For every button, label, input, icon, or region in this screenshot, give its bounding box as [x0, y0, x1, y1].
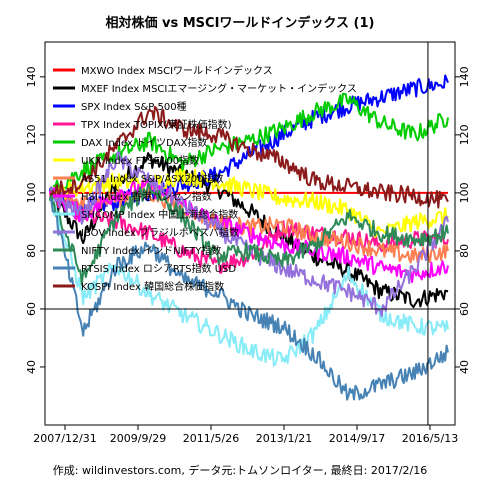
y-tick-label-left: 100: [25, 182, 38, 203]
y-tick-label-right: 140: [458, 66, 471, 87]
legend-label-12: KOSPI Index 韓国総合株価指数: [81, 280, 224, 293]
series-line-10: [49, 182, 449, 286]
legend-label-11: RTSIS Index ロシアRTS指数 USD: [81, 262, 236, 275]
legend-label-2: SPX Index S&P 500種: [81, 100, 187, 113]
axes: 40 40 60 60 80 80 100 100 120 120 140 140 2007/12/31…: [25, 66, 471, 445]
y-tick-label-left: 80: [25, 244, 38, 258]
legend-label-10: NIFTY Index インドNIFTY指数: [81, 244, 221, 257]
x-tick-label: 2011/5/26: [183, 432, 239, 445]
series-line-5: [49, 168, 449, 239]
legend-label-8: SHCOMP Index 中国上海総合指数: [81, 208, 238, 221]
y-tick-label-right: 60: [458, 302, 471, 316]
legend-label-0: MXWO Index MSCIワールドインデックス: [81, 64, 273, 77]
y-tick-label-right: 120: [458, 124, 471, 145]
series-line-12: [49, 105, 449, 209]
series-line-11: [49, 198, 449, 401]
legend-label-4: DAX Index ドイツDAX指数: [81, 136, 207, 149]
plot-area: [45, 42, 455, 425]
x-tick-label: 2014/9/17: [329, 432, 385, 445]
series-line-7: [49, 178, 449, 284]
y-tick-label-left: 140: [25, 66, 38, 87]
plot-frame: [44, 41, 456, 426]
x-tick-label: 2013/1/21: [256, 432, 312, 445]
legend-label-1: MXEF Index MSCIエマージング・マーケット・インデックス: [81, 82, 357, 95]
y-tick-label-left: 120: [25, 124, 38, 145]
series-line-6: [49, 185, 449, 264]
legend-label-9: IBOV Index ブラジルボベスパ指数: [81, 226, 239, 239]
series-line-4: [49, 92, 449, 202]
legend-label-5: UKX Index FTSE100指数: [81, 154, 199, 167]
y-tick-label-right: 100: [458, 182, 471, 203]
legend-label-6: AS51 Index S&P/ASX200指数: [81, 172, 223, 185]
chart-title: 相対株価 vs MSCIワールドインデックス (1): [105, 15, 374, 31]
x-tick-label: 2007/12/31: [33, 432, 96, 445]
chart-caption: 作成: wildinvestors.com, データ元:トムソンロイター, 最終…: [53, 463, 427, 477]
legend-label-3: TPX Index TOPIX(東証株価指数): [80, 118, 232, 131]
x-tick-label: 2016/5/13: [402, 432, 458, 445]
legend: MXWO Index MSCIワールドインデックス MXEF Index MSCI…: [53, 64, 357, 293]
y-tick-label-left: 40: [25, 360, 38, 374]
y-tick-label-right: 80: [458, 244, 471, 258]
series-line-9: [49, 151, 449, 317]
x-tick-label: 2009/9/29: [110, 432, 166, 445]
y-tick-label-left: 60: [25, 302, 38, 316]
legend-label-7: HSI Index 香港ハンセン指数: [81, 190, 212, 203]
y-tick-label-right: 40: [458, 360, 471, 374]
